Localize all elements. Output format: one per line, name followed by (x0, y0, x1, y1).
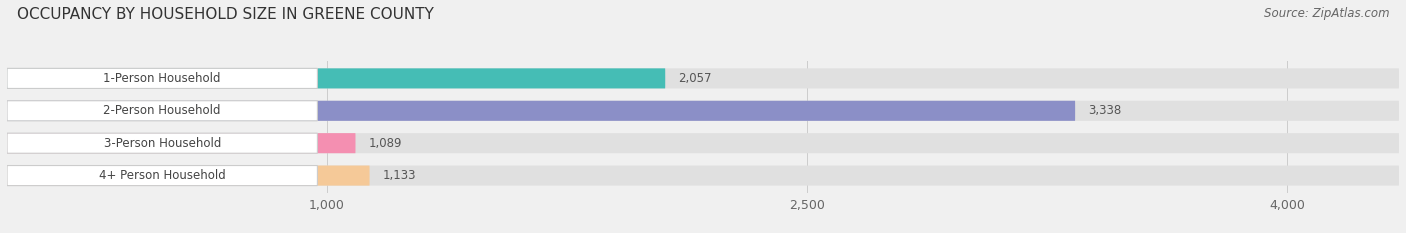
FancyBboxPatch shape (7, 133, 356, 153)
FancyBboxPatch shape (7, 68, 665, 89)
Text: Source: ZipAtlas.com: Source: ZipAtlas.com (1264, 7, 1389, 20)
FancyBboxPatch shape (7, 165, 318, 186)
Text: OCCUPANCY BY HOUSEHOLD SIZE IN GREENE COUNTY: OCCUPANCY BY HOUSEHOLD SIZE IN GREENE CO… (17, 7, 433, 22)
FancyBboxPatch shape (7, 68, 318, 89)
Text: 1,133: 1,133 (382, 169, 416, 182)
FancyBboxPatch shape (7, 68, 1399, 89)
FancyBboxPatch shape (7, 133, 1399, 153)
FancyBboxPatch shape (7, 101, 318, 121)
FancyBboxPatch shape (7, 101, 1399, 121)
Text: 2,057: 2,057 (678, 72, 711, 85)
FancyBboxPatch shape (7, 165, 370, 186)
FancyBboxPatch shape (7, 133, 318, 153)
FancyBboxPatch shape (7, 165, 1399, 186)
Text: 3-Person Household: 3-Person Household (104, 137, 221, 150)
Text: 3,338: 3,338 (1088, 104, 1121, 117)
FancyBboxPatch shape (7, 101, 1076, 121)
Text: 1-Person Household: 1-Person Household (104, 72, 221, 85)
Text: 4+ Person Household: 4+ Person Household (98, 169, 225, 182)
Text: 1,089: 1,089 (368, 137, 402, 150)
Text: 2-Person Household: 2-Person Household (104, 104, 221, 117)
